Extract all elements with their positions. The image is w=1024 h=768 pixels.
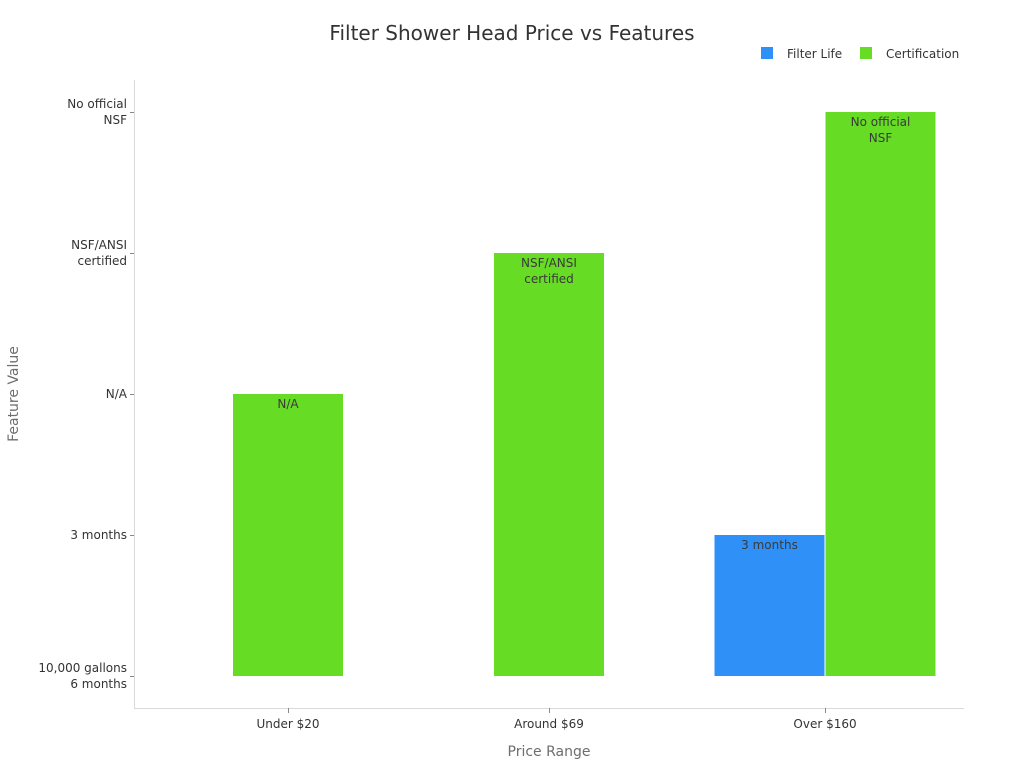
bar-certification-over-160: [825, 112, 936, 676]
x-tick-label: Around $69: [514, 717, 584, 731]
legend-label-certification: Certification: [886, 47, 959, 61]
legend-swatch-certification: [860, 47, 872, 59]
x-tick-label: Over $160: [793, 717, 856, 731]
bar-filter-life-over-160: [714, 535, 825, 676]
data-label: NSF/ANSI certified: [521, 256, 577, 286]
bar-certification-under-20: [233, 394, 343, 676]
y-tick-label: No official NSF: [67, 97, 127, 127]
legend: Filter Life Certification: [761, 47, 959, 61]
bars: [233, 112, 936, 676]
y-tick-label: 10,000 gallons 6 months: [38, 661, 127, 691]
y-tick-label: NSF/ANSI certified: [71, 238, 127, 268]
legend-label-filter-life: Filter Life: [787, 47, 842, 61]
y-axis-ticks: 10,000 gallons 6 months 3 months N/A NSF/ANS…: [38, 97, 134, 691]
data-label: 3 months: [741, 538, 798, 552]
y-tick-label: N/A: [106, 387, 128, 401]
x-axis-ticks: Under $20 Around $69 Over $160: [256, 708, 857, 731]
x-tick-label: Under $20: [256, 717, 319, 731]
bar-labels: N/A NSF/ANSI certified 3 months No official N…: [277, 115, 910, 552]
chart-title: Filter Shower Head Price vs Features: [329, 21, 694, 45]
y-axis-title: Feature Value: [6, 346, 22, 442]
data-label: N/A: [277, 397, 299, 411]
y-tick-label: 3 months: [70, 528, 127, 542]
bar-certification-around-69: [494, 253, 604, 676]
x-axis-title: Price Range: [508, 744, 591, 760]
data-label: No official NSF: [851, 115, 911, 145]
legend-swatch-filter-life: [761, 47, 773, 59]
